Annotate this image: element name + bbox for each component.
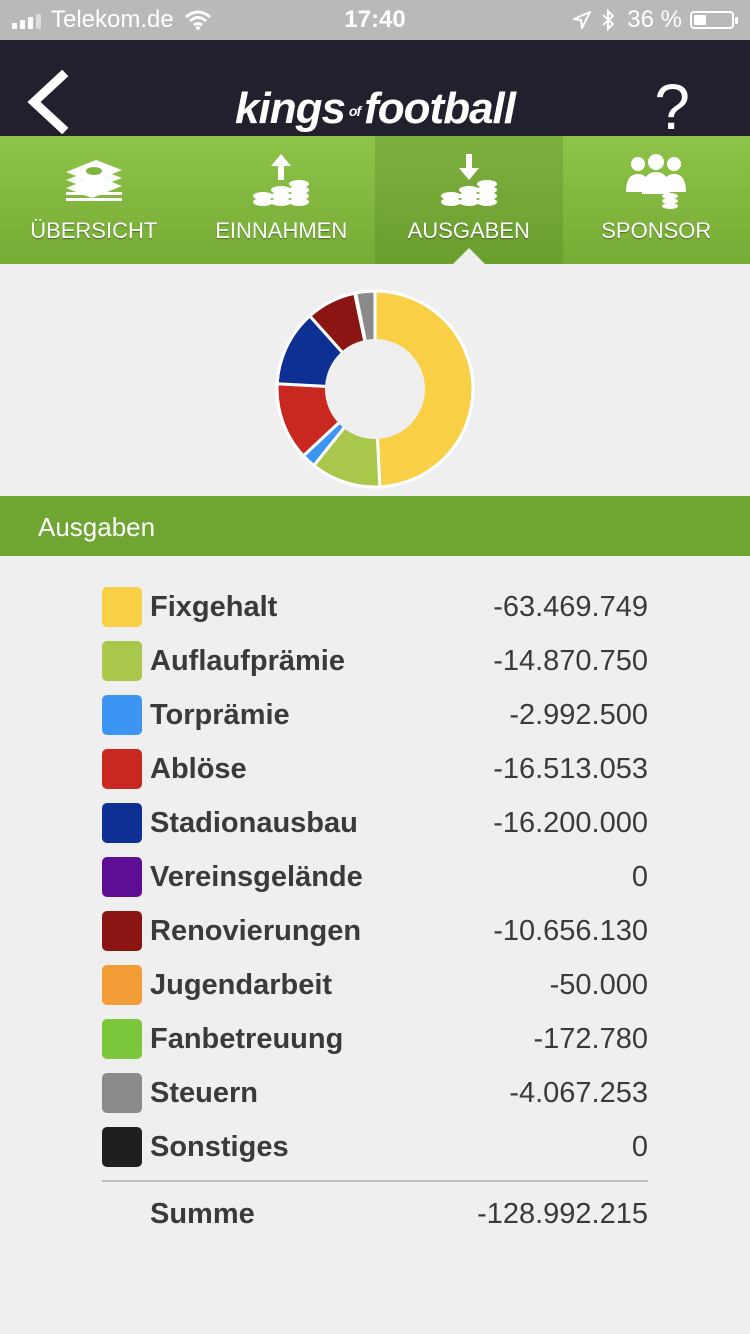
legend-swatch [102,965,142,1005]
bluetooth-icon [602,9,615,31]
expense-list: Fixgehalt -63.469.749 Auflaufprämie -14.… [102,580,648,1246]
expense-name: Ablöse [150,752,247,785]
clock: 17:40 [344,6,406,33]
total-divider [102,1180,648,1182]
battery-percent: 36 % [627,6,682,33]
tab-uebersicht[interactable]: ÜBERSICHT [0,136,188,264]
expense-row-vereinsgelaende: Vereinsgelände 0 [102,850,648,904]
total-label: Summe [150,1197,255,1230]
legend-swatch [102,1019,142,1059]
logo-football: football [364,84,516,133]
legend-swatch [102,803,142,843]
logo-of: of [348,103,361,120]
expense-row-renovierungen: Renovierungen -10.656.130 [102,904,648,958]
finance-tabs: ÜBERSICHT EINNAHMEN [0,136,750,264]
expense-row-stadionausbau: Stadionausbau -16.200.000 [102,796,648,850]
expense-value: -50.000 [549,968,648,1001]
tab-label: SPONSOR [601,218,712,243]
section-header: Ausgaben [0,496,750,556]
expense-name: Fixgehalt [150,590,278,623]
expense-value: -16.200.000 [493,806,648,839]
expense-row-abloese: Ablöse -16.513.053 [102,742,648,796]
expense-name: Renovierungen [150,914,362,947]
donut-hole [325,339,425,439]
logo-kings: kings [235,84,346,133]
app-logo: kings offootball [0,84,750,134]
tab-ausgaben[interactable]: AUSGABEN [375,136,563,264]
tab-label: EINNAHMEN [215,218,348,243]
expense-name: Steuern [150,1076,258,1109]
coins-up-icon [253,154,310,206]
total-row: Summe -128.992.215 [102,1182,648,1246]
expense-name: Vereinsgelände [150,860,363,893]
help-button[interactable]: ? [654,71,690,143]
signal-icon [12,11,41,29]
legend-swatch [102,1127,142,1167]
legend-swatch [102,911,142,951]
expense-row-fixgehalt: Fixgehalt -63.469.749 [102,580,648,634]
expense-name: Sonstiges [150,1130,289,1163]
carrier-label: Telekom.de [51,6,174,33]
expense-row-fanbetreuung: Fanbetreuung -172.780 [102,1012,648,1066]
expense-name: Fanbetreuung [150,1022,344,1055]
expense-value: -16.513.053 [493,752,648,785]
expense-row-sonstiges: Sonstiges 0 [102,1120,648,1174]
location-arrow-icon [573,11,592,29]
expense-row-jugendarbeit: Jugendarbeit -50.000 [102,958,648,1012]
money-stack-icon [65,160,122,201]
tab-label: ÜBERSICHT [30,218,158,243]
sponsor-group-icon [626,154,687,209]
expense-row-torpraemie: Torprämie -2.992.500 [102,688,648,742]
legend-swatch [102,641,142,681]
legend-swatch [102,587,142,627]
donut-outline [275,289,475,489]
total-value: -128.992.215 [477,1197,648,1230]
expenses-donut-chart [275,289,475,489]
tab-einnahmen[interactable]: EINNAHMEN [188,136,376,264]
navigation-bar: kings offootball ? [0,40,750,143]
tab-sponsor[interactable]: SPONSOR [563,136,750,264]
expense-name: Jugendarbeit [150,968,333,1001]
status-bar: Telekom.de 17:40 36 % [0,0,750,40]
expense-row-auflaufpraemie: Auflaufprämie -14.870.750 [102,634,648,688]
expense-value: -63.469.749 [493,590,648,623]
expense-row-steuern: Steuern -4.067.253 [102,1066,648,1120]
coins-down-icon [440,154,497,206]
legend-swatch [102,1073,142,1113]
expense-value: -2.992.500 [509,698,648,731]
expense-name: Stadionausbau [150,806,358,839]
battery-icon [690,11,738,29]
expense-name: Auflaufprämie [150,644,345,677]
expense-value: -10.656.130 [493,914,648,947]
expense-value: -14.870.750 [493,644,648,677]
tab-label: AUSGABEN [407,218,530,243]
expense-value: 0 [631,1130,648,1163]
legend-swatch [102,857,142,897]
section-title: Ausgaben [38,512,156,542]
legend-swatch [102,749,142,789]
expense-value: 0 [631,860,648,893]
expense-name: Torprämie [150,698,290,731]
back-chevron-icon[interactable] [24,70,72,134]
legend-swatch [102,695,142,735]
expense-value: -172.780 [533,1022,649,1055]
expense-value: -4.067.253 [509,1076,648,1109]
wifi-icon [184,10,211,30]
